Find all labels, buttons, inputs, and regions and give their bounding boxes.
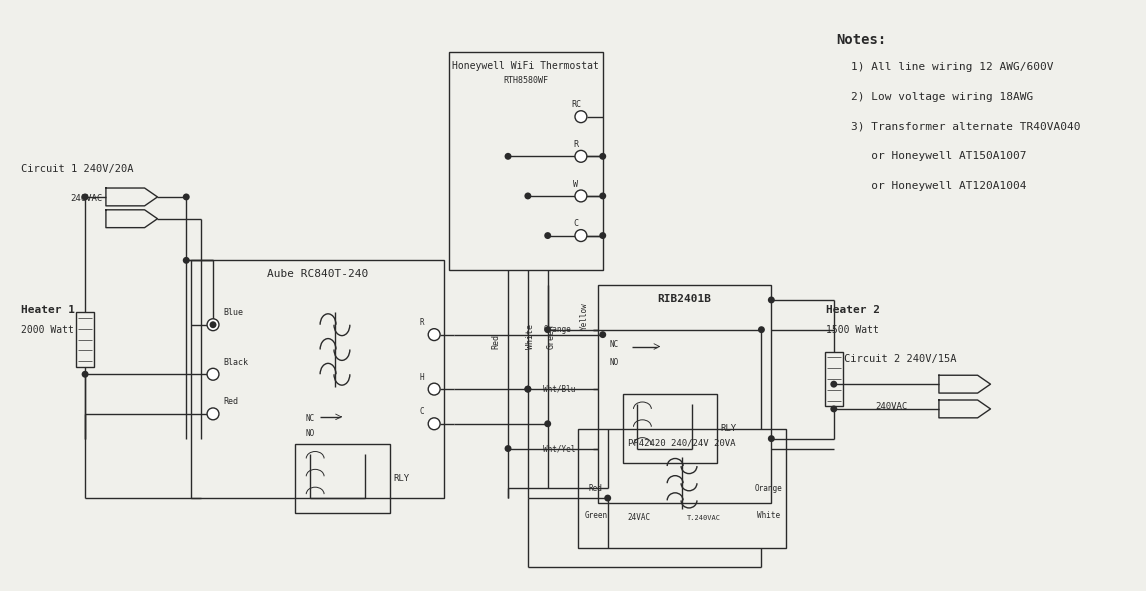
Circle shape bbox=[207, 408, 219, 420]
Bar bbox=[76, 312, 94, 367]
Text: 1500 Watt: 1500 Watt bbox=[826, 324, 879, 335]
Circle shape bbox=[81, 371, 88, 378]
Text: Notes:: Notes: bbox=[835, 34, 886, 47]
Circle shape bbox=[429, 329, 440, 340]
Bar bbox=[825, 352, 842, 407]
Text: RLY: RLY bbox=[393, 474, 409, 483]
Circle shape bbox=[604, 495, 611, 502]
Circle shape bbox=[575, 230, 587, 242]
Circle shape bbox=[599, 153, 606, 160]
Circle shape bbox=[544, 326, 551, 333]
Circle shape bbox=[599, 193, 606, 199]
Circle shape bbox=[758, 326, 764, 333]
Text: Green: Green bbox=[584, 511, 607, 521]
Text: RC: RC bbox=[571, 100, 581, 109]
Text: T.240VAC: T.240VAC bbox=[688, 515, 721, 521]
Text: Orange: Orange bbox=[754, 483, 783, 493]
Circle shape bbox=[504, 153, 511, 160]
Text: Red: Red bbox=[492, 335, 501, 349]
Circle shape bbox=[429, 383, 440, 395]
Text: 2000 Watt: 2000 Watt bbox=[21, 324, 73, 335]
Text: NC: NC bbox=[305, 414, 314, 423]
Text: White: White bbox=[526, 324, 535, 349]
Circle shape bbox=[575, 111, 587, 123]
Text: or Honeywell AT150A1007: or Honeywell AT150A1007 bbox=[850, 151, 1026, 161]
Bar bbox=[598, 285, 771, 503]
Bar bbox=[449, 53, 603, 270]
Circle shape bbox=[768, 435, 775, 442]
Text: Green: Green bbox=[547, 324, 555, 349]
Text: C: C bbox=[419, 407, 424, 417]
Text: Orange: Orange bbox=[543, 325, 571, 334]
Text: W: W bbox=[573, 180, 579, 189]
Text: H: H bbox=[419, 373, 424, 382]
Text: 240VAC: 240VAC bbox=[70, 194, 102, 203]
Circle shape bbox=[768, 297, 775, 303]
Circle shape bbox=[599, 232, 606, 239]
Circle shape bbox=[504, 445, 511, 452]
Circle shape bbox=[182, 257, 190, 264]
Bar bbox=[191, 260, 445, 498]
Circle shape bbox=[575, 150, 587, 163]
Text: 3) Transformer alternate TR40VA040: 3) Transformer alternate TR40VA040 bbox=[850, 122, 1081, 132]
Text: Honeywell WiFi Thermostat: Honeywell WiFi Thermostat bbox=[453, 61, 599, 71]
Text: Blue: Blue bbox=[223, 309, 243, 317]
Circle shape bbox=[207, 319, 219, 331]
Circle shape bbox=[525, 193, 532, 199]
Circle shape bbox=[525, 386, 532, 392]
Text: Yellow: Yellow bbox=[580, 302, 589, 330]
Bar bbox=[296, 444, 390, 513]
Text: PF42420 240/24V 20VA: PF42420 240/24V 20VA bbox=[628, 438, 736, 447]
Text: RLY: RLY bbox=[721, 424, 737, 433]
Circle shape bbox=[544, 420, 551, 427]
Text: NO: NO bbox=[305, 429, 314, 438]
Bar bbox=[622, 394, 716, 463]
Circle shape bbox=[81, 193, 88, 200]
Text: or Honeywell AT120A1004: or Honeywell AT120A1004 bbox=[850, 181, 1026, 191]
Circle shape bbox=[544, 232, 551, 239]
Circle shape bbox=[831, 381, 838, 388]
Text: RIB2401B: RIB2401B bbox=[658, 294, 712, 304]
Text: 1) All line wiring 12 AWG/600V: 1) All line wiring 12 AWG/600V bbox=[850, 62, 1053, 72]
Text: Aube RC840T-240: Aube RC840T-240 bbox=[267, 269, 368, 279]
Text: Red: Red bbox=[589, 483, 603, 493]
Circle shape bbox=[599, 331, 606, 338]
Text: Circuit 1 240V/20A: Circuit 1 240V/20A bbox=[21, 164, 133, 174]
Text: NO: NO bbox=[610, 358, 619, 367]
Text: 24VAC: 24VAC bbox=[628, 514, 651, 522]
Text: White: White bbox=[756, 511, 780, 521]
Text: Wht/Yel: Wht/Yel bbox=[543, 444, 575, 453]
Text: Red: Red bbox=[223, 398, 238, 407]
Bar bbox=[578, 428, 786, 548]
Text: Heater 2: Heater 2 bbox=[826, 305, 880, 315]
Circle shape bbox=[207, 368, 219, 380]
Text: 2) Low voltage wiring 18AWG: 2) Low voltage wiring 18AWG bbox=[850, 92, 1033, 102]
Text: RTH8580WF: RTH8580WF bbox=[503, 76, 549, 85]
Text: C: C bbox=[573, 219, 579, 228]
Circle shape bbox=[525, 386, 532, 392]
Circle shape bbox=[575, 190, 587, 202]
Text: 240VAC: 240VAC bbox=[876, 402, 908, 411]
Text: R: R bbox=[419, 318, 424, 327]
Text: Wht/Blu: Wht/Blu bbox=[543, 385, 575, 394]
Text: R: R bbox=[573, 140, 579, 149]
Text: Circuit 2 240V/15A: Circuit 2 240V/15A bbox=[843, 355, 956, 365]
Text: Black: Black bbox=[223, 358, 248, 367]
Circle shape bbox=[831, 405, 838, 413]
Circle shape bbox=[182, 193, 190, 200]
Circle shape bbox=[210, 322, 217, 328]
Circle shape bbox=[429, 418, 440, 430]
Text: Heater 1: Heater 1 bbox=[21, 305, 74, 315]
Text: NC: NC bbox=[610, 340, 619, 349]
